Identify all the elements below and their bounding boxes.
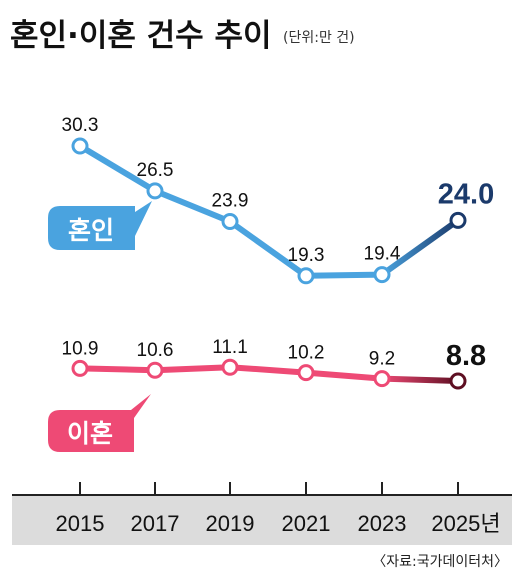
x-tick-label: 2025년 <box>431 511 500 536</box>
x-axis-labels: 2015 2017 2019 2021 2023 2025년 <box>56 511 501 536</box>
series-divorce-point <box>373 370 391 388</box>
series-divorce-point <box>449 372 467 390</box>
series-marriage-value-label: 24.0 <box>438 178 494 210</box>
x-axis-band <box>12 495 512 545</box>
series-marriage-segment <box>77 143 158 194</box>
series-marriage-point <box>297 267 315 285</box>
series-divorce-value-label: 8.8 <box>446 340 486 372</box>
series-divorce-point <box>71 359 89 377</box>
series-marriage-value-label: 19.4 <box>364 244 401 265</box>
series-marriage-point <box>71 137 89 155</box>
series-marriage-segment <box>152 187 233 225</box>
source-note: 〈자료:국가데이터처〉 <box>372 554 508 570</box>
series-marriage-value-label: 26.5 <box>137 160 174 181</box>
series-divorce-segment <box>303 369 385 382</box>
series-marriage-segment <box>379 217 461 278</box>
series-divorce-value-label: 10.2 <box>288 343 325 364</box>
x-tick-label: 2015 <box>56 511 105 536</box>
x-tick-label: 2019 <box>206 511 255 536</box>
series-marriage-point <box>449 211 467 229</box>
series-divorce-segment <box>227 364 309 376</box>
series-marriage-point <box>373 266 391 284</box>
series-divorce-value-label: 10.9 <box>62 338 99 359</box>
series-divorce-segment <box>77 365 158 374</box>
unit-note: (단위:만 건) <box>283 30 355 46</box>
series-marriage-value-label: 30.3 <box>62 115 99 136</box>
series-marriage-segment <box>227 218 309 279</box>
series-marriage-point <box>146 182 164 200</box>
plot-area: 30.3 26.5 23.9 19.3 19.4 24.0 10.9 10.6 11.1 10.2… <box>62 115 494 390</box>
series-divorce-value-label: 11.1 <box>212 337 248 358</box>
series-divorce-segment <box>379 375 461 384</box>
series-divorce-value-label: 9.2 <box>369 349 395 370</box>
series-marriage-segment <box>303 271 385 279</box>
x-tick-label: 2017 <box>131 511 180 536</box>
series-badge-divorce: 이혼 <box>48 394 151 452</box>
x-axis-ticks <box>79 482 459 495</box>
series-marriage-value-label: 19.3 <box>288 245 325 266</box>
series-badge-marriage: 혼인 <box>48 201 152 250</box>
series-label-marriage: 혼인 <box>68 216 114 245</box>
x-tick-label: 2023 <box>358 511 407 536</box>
series-marriage-value-label: 23.9 <box>212 191 249 212</box>
series-divorce-point <box>146 361 164 379</box>
series-label-divorce: 이혼 <box>67 419 113 448</box>
series-divorce-value-label: 10.6 <box>137 340 174 361</box>
chart-title: 혼인·이혼 건수 추이 <box>10 18 272 54</box>
series-divorce-point <box>221 358 239 376</box>
series-divorce-segment <box>152 364 233 374</box>
series-divorce-point <box>297 364 315 382</box>
series-marriage-point <box>221 213 239 231</box>
x-tick-label: 2021 <box>282 511 331 536</box>
